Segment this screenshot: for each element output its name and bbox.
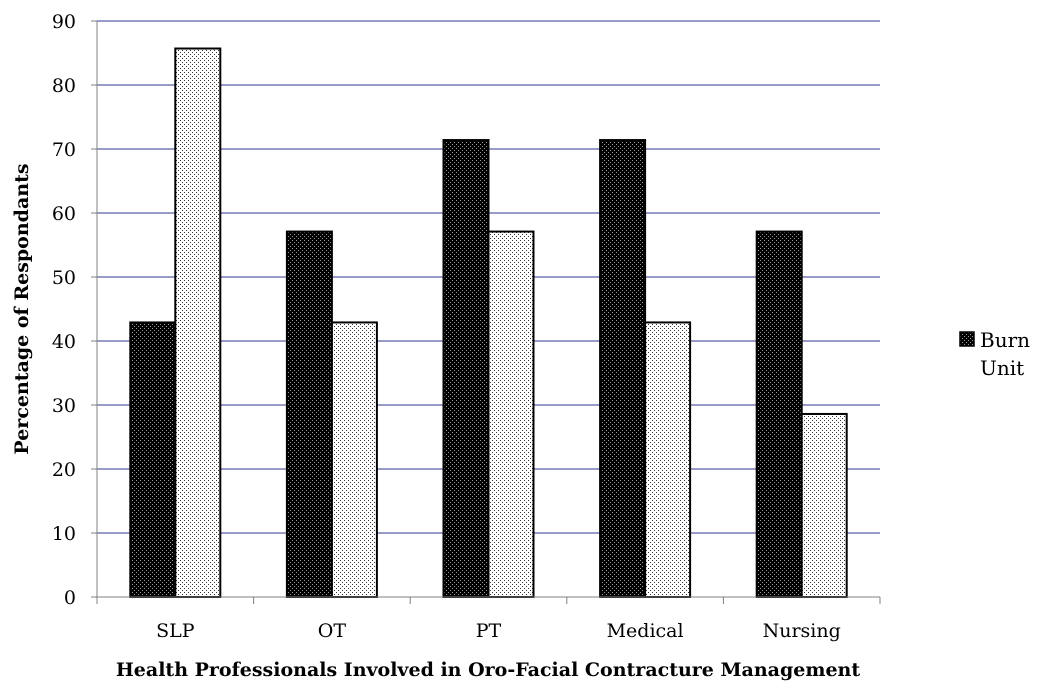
y-tick-label: 80 — [52, 75, 76, 97]
y-tick-label: 60 — [52, 203, 76, 225]
legend-label: Burn — [980, 328, 1030, 352]
bars-group — [129, 47, 848, 598]
y-tick-label: 40 — [52, 331, 76, 353]
bar-ot-series-1 — [285, 230, 333, 598]
x-tick-label: OT — [318, 620, 347, 642]
x-tick-label: SLP — [156, 620, 195, 642]
legend-label: Unit — [980, 356, 1024, 380]
x-axis-title: Health Professionals Involved in Oro-Fac… — [116, 659, 860, 681]
x-tick-label: PT — [476, 620, 502, 642]
bar-medical-series-2 — [644, 321, 692, 598]
bar-slp-series-2 — [174, 47, 222, 598]
y-tick-label: 90 — [52, 11, 76, 33]
y-tick-label: 0 — [64, 587, 76, 609]
bar-slp-series-1 — [129, 321, 177, 598]
y-axis-title: Percentage of Respondants — [11, 163, 33, 454]
bar-pt-series-1 — [442, 139, 490, 598]
x-tick-labels: SLP OT PT Medical Nursing — [156, 620, 841, 642]
y-tick-labels: 0 10 20 30 40 50 60 70 80 90 — [52, 11, 76, 609]
bar-medical-series-1 — [599, 139, 647, 598]
y-tick-label: 30 — [52, 395, 76, 417]
y-tick-label: 70 — [52, 139, 76, 161]
legend: Burn Unit — [959, 328, 1030, 380]
bar-ot-series-2 — [330, 321, 378, 598]
bar-pt-series-2 — [487, 230, 535, 598]
y-tick-label: 20 — [52, 459, 76, 481]
bar-nursing-series-1 — [755, 230, 803, 598]
y-tick-label: 50 — [52, 267, 76, 289]
x-tick-label: Medical — [607, 620, 684, 642]
bar-nursing-series-2 — [800, 412, 848, 598]
y-tick-label: 10 — [52, 523, 76, 545]
x-tick-label: Nursing — [763, 620, 841, 642]
axes — [91, 20, 881, 604]
legend-swatch — [959, 331, 975, 347]
